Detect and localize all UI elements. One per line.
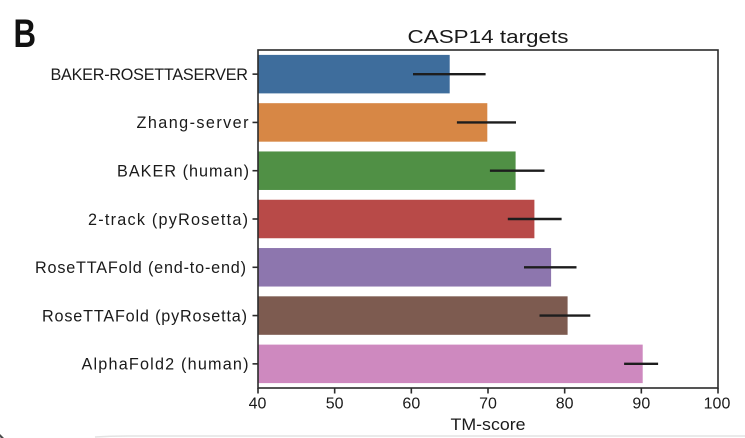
svg-text:TM-score: TM-score (451, 416, 526, 434)
svg-text:90: 90 (632, 396, 650, 413)
svg-text:Zhang-server: Zhang-server (137, 114, 250, 132)
svg-text:BAKER (human): BAKER (human) (117, 163, 249, 181)
svg-text:RoseTTAFold (end-to-end): RoseTTAFold (end-to-end) (35, 259, 246, 277)
svg-text:50: 50 (326, 396, 344, 413)
svg-text:RoseTTAFold (pyRosetta): RoseTTAFold (pyRosetta) (42, 307, 247, 325)
svg-text:BAKER-ROSETTASERVER: BAKER-ROSETTASERVER (51, 66, 249, 84)
svg-text:60: 60 (402, 396, 420, 413)
svg-text:B: B (14, 12, 37, 56)
svg-text:CASP14 targets: CASP14 targets (408, 27, 569, 47)
svg-text:40: 40 (249, 396, 267, 413)
svg-text:AlphaFold2 (human): AlphaFold2 (human) (82, 356, 249, 374)
svg-text:100: 100 (704, 396, 731, 413)
svg-text:80: 80 (556, 396, 574, 413)
svg-text:70: 70 (479, 396, 497, 413)
svg-text:2-track (pyRosetta): 2-track (pyRosetta) (88, 211, 248, 229)
